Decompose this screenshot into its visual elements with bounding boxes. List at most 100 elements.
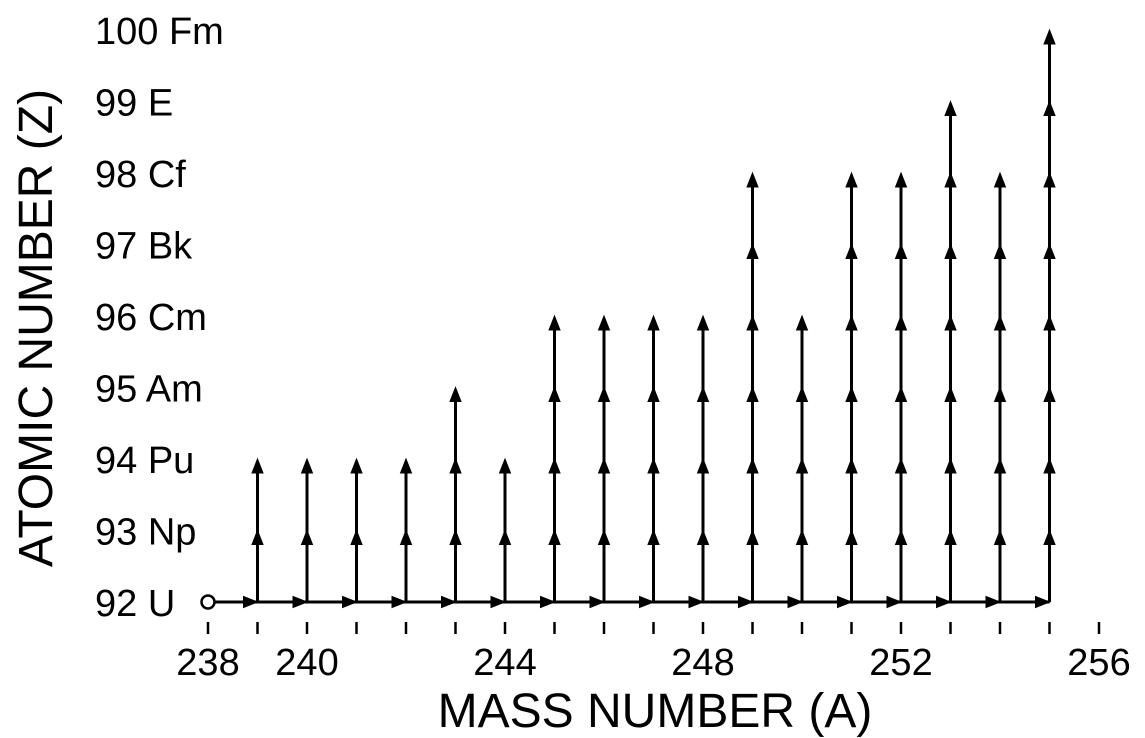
beta-decay-arrow <box>993 171 1007 188</box>
beta-decay-arrow <box>795 529 809 545</box>
beta-decay-arrow <box>548 529 561 545</box>
y-tick-label: 98 Cf <box>95 154 186 196</box>
beta-decay-arrow <box>1043 28 1056 45</box>
beta-decay-arrow <box>251 457 264 474</box>
y-tick-label: 96 Cm <box>95 297 207 339</box>
beta-decay-arrow <box>597 314 611 331</box>
beta-decay-arrow <box>845 314 858 331</box>
beta-decay-arrow <box>498 457 512 474</box>
x-tick-label: 244 <box>473 642 536 684</box>
plot-area <box>200 28 1056 610</box>
neutron-capture-arrow <box>738 595 754 609</box>
beta-decay-arrow <box>300 529 314 545</box>
y-axis-label: ATOMIC NUMBER (Z) <box>10 89 63 567</box>
beta-decay-arrow <box>894 529 908 545</box>
beta-decay-arrow <box>795 314 809 331</box>
beta-decay-arrow <box>845 386 858 402</box>
beta-decay-arrow <box>894 243 908 259</box>
beta-decay-arrow <box>993 529 1007 545</box>
beta-decay-arrow <box>746 171 759 188</box>
beta-decay-arrow <box>993 386 1007 402</box>
x-tick-label: 252 <box>869 642 932 684</box>
beta-decay-arrow <box>894 386 908 402</box>
beta-decay-arrow <box>894 314 908 331</box>
neutron-capture-arrow <box>886 595 903 609</box>
y-tick-label: 95 Am <box>95 369 203 411</box>
beta-decay-arrow <box>795 386 809 402</box>
beta-decay-arrow <box>993 243 1007 259</box>
beta-decay-arrow <box>944 171 957 188</box>
beta-decay-arrow <box>597 457 611 474</box>
x-axis-label: MASS NUMBER (A) <box>438 685 873 738</box>
beta-decay-arrow <box>944 457 957 474</box>
y-tick-label: 92 U <box>95 583 175 625</box>
beta-decay-arrow <box>746 243 759 259</box>
beta-decay-arrow <box>845 171 858 188</box>
beta-decay-arrow <box>696 529 710 545</box>
beta-decay-arrow <box>795 457 809 474</box>
neutron-capture-arrow <box>1035 595 1051 609</box>
x-tick-label: 240 <box>275 642 338 684</box>
beta-decay-arrow <box>894 171 908 188</box>
beta-decay-arrow <box>548 386 561 402</box>
beta-decay-arrow <box>300 457 314 474</box>
beta-decay-arrow <box>399 457 413 474</box>
beta-decay-arrow <box>350 529 363 545</box>
beta-decay-arrow <box>845 529 858 545</box>
beta-decay-arrow <box>1043 529 1056 545</box>
beta-decay-arrow <box>1043 171 1056 188</box>
neutron-capture-arrow <box>391 595 408 609</box>
beta-decay-arrow <box>1043 386 1056 402</box>
neutron-capture-arrow <box>243 595 259 609</box>
neutron-capture-arrow <box>688 595 705 609</box>
beta-decay-arrow <box>944 386 957 402</box>
x-axis-ticks: 238 240 244 248 252 256 <box>176 622 1131 684</box>
y-tick-label: 93 Np <box>95 512 196 554</box>
beta-decay-arrow <box>944 314 957 331</box>
beta-decay-arrow <box>1043 100 1056 116</box>
beta-decay-arrow <box>746 457 759 474</box>
beta-decay-arrow <box>647 457 660 474</box>
beta-decay-arrow <box>696 314 710 331</box>
beta-decay-arrow <box>449 386 462 402</box>
neutron-capture-arrow <box>985 595 1002 609</box>
y-axis-tick-labels: 92 U 93 Np 94 Pu 95 Am 96 Cm 97 Bk 98 Cf 99 E 10… <box>95 11 224 625</box>
neutron-capture-arrow <box>540 595 556 609</box>
beta-decay-arrow <box>944 100 957 116</box>
beta-decay-arrow <box>350 457 363 474</box>
beta-decay-arrow <box>647 314 660 331</box>
beta-decay-arrow <box>449 529 462 545</box>
beta-decay-arrow <box>746 314 759 331</box>
beta-decay-arrow <box>746 386 759 402</box>
beta-decay-arrow <box>1043 243 1056 259</box>
start-point-circle <box>200 594 216 610</box>
neutron-capture-arrow <box>787 595 804 609</box>
neutron-capture-arrow <box>639 595 655 609</box>
beta-decay-arrow <box>1043 457 1056 474</box>
beta-decay-arrow <box>845 243 858 259</box>
beta-decay-arrow <box>696 386 710 402</box>
beta-decay-arrow <box>548 314 561 331</box>
neutron-capture-arrow <box>441 595 457 609</box>
beta-decay-arrow <box>251 529 264 545</box>
y-tick-label: 94 Pu <box>95 440 194 482</box>
x-tick-label: 256 <box>1067 642 1130 684</box>
beta-decay-arrow <box>746 529 759 545</box>
neutron-capture-arrow <box>292 595 309 609</box>
beta-decay-arrow <box>597 529 611 545</box>
x-tick-label: 238 <box>176 642 239 684</box>
beta-decay-arrow <box>845 457 858 474</box>
beta-decay-arrow <box>1043 314 1056 331</box>
beta-decay-arrow <box>399 529 413 545</box>
y-tick-label: 100 Fm <box>95 11 224 53</box>
beta-decay-arrow <box>647 529 660 545</box>
beta-decay-arrow <box>696 457 710 474</box>
beta-decay-arrow <box>548 457 561 474</box>
beta-decay-arrow <box>944 529 957 545</box>
y-tick-label: 99 E <box>95 83 173 125</box>
neutron-capture-arrow <box>936 595 952 609</box>
beta-decay-arrow <box>993 314 1007 331</box>
beta-decay-arrow <box>944 243 957 259</box>
beta-decay-arrow <box>894 457 908 474</box>
